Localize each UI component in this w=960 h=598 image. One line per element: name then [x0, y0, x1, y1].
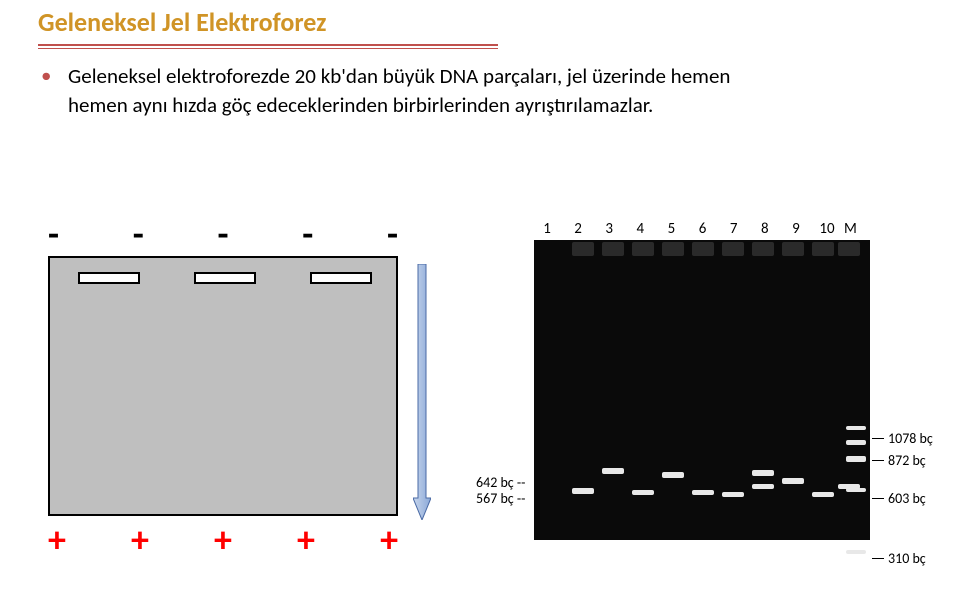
lane-well-smear — [692, 242, 714, 256]
marker-band — [846, 440, 866, 445]
lane-number: 2 — [567, 220, 589, 238]
plus-sign: + — [297, 522, 315, 558]
cathode-row: ----- — [48, 216, 398, 252]
dna-band — [572, 488, 594, 494]
lane-number: 6 — [692, 220, 714, 238]
gel-photo-region: 12345678910 M 642 bç --567 bç -- 1078 bç… — [498, 220, 938, 566]
lane-well-smear — [752, 242, 774, 256]
title-underline-bottom — [38, 48, 498, 49]
lane-well-smear — [812, 242, 834, 256]
lane-well-smear — [722, 242, 744, 256]
bullet-marker: • — [41, 62, 51, 88]
size-label-left: 567 bç -- — [476, 490, 525, 507]
lane-number: 5 — [660, 220, 682, 238]
lane-number: 7 — [723, 220, 745, 238]
gel-well — [310, 272, 372, 284]
dna-band — [722, 492, 744, 497]
size-tick — [872, 498, 884, 499]
minus-sign: - — [133, 216, 144, 252]
size-label-right: 872 bç — [888, 452, 926, 469]
plus-sign: + — [131, 522, 149, 558]
marker-band — [846, 456, 866, 462]
dna-band — [632, 490, 654, 495]
lane-number: 4 — [629, 220, 651, 238]
gel-photo — [534, 240, 870, 540]
plus-sign: + — [380, 522, 398, 558]
gel-well — [78, 272, 140, 284]
size-label-right: 310 bç — [888, 550, 926, 567]
dna-band — [782, 478, 804, 484]
body-paragraph: Geleneksel elektroforezde 20 kb'dan büyü… — [68, 62, 788, 121]
minus-sign: - — [387, 216, 398, 252]
marker-band — [846, 488, 866, 492]
page-title: Geleneksel Jel Elektroforez — [38, 6, 326, 38]
gel-schematic: - - - - - + + + + + — [48, 216, 446, 558]
migration-arrow — [413, 264, 431, 520]
dna-band — [692, 490, 714, 495]
dna-band — [602, 468, 624, 474]
plus-sign: + — [48, 522, 66, 558]
marker-band — [846, 550, 866, 554]
size-label-right: 603 bç — [888, 490, 926, 507]
anode-row: + + + + + — [48, 522, 398, 558]
title-underline-top — [38, 44, 498, 46]
lane-well-smear — [632, 242, 654, 256]
size-tick — [872, 438, 884, 439]
plus-sign: + — [214, 522, 232, 558]
minus-sign: - — [302, 216, 313, 252]
minus-sign: - — [48, 216, 59, 252]
marker-band — [846, 426, 866, 430]
lane-number: 10 — [816, 220, 838, 238]
size-label-left: 642 bç -- — [476, 474, 525, 491]
size-label-right: 1078 bç — [888, 430, 933, 447]
lane-well-smear — [662, 242, 684, 256]
lane-well-smear — [572, 242, 594, 256]
gel-well — [194, 272, 256, 284]
lane-number: 3 — [598, 220, 620, 238]
marker-lane-label: M — [844, 220, 857, 238]
dna-band — [662, 472, 684, 478]
gel-box — [48, 256, 398, 516]
dna-band — [752, 484, 774, 489]
dna-band — [752, 470, 774, 476]
lane-number: 8 — [754, 220, 776, 238]
lane-number: 1 — [536, 220, 558, 238]
dna-band — [812, 492, 834, 497]
size-tick — [872, 460, 884, 461]
lane-number: 9 — [785, 220, 807, 238]
lane-number-row: 123456789 10 — [536, 220, 838, 238]
lane-well-smear — [838, 242, 860, 256]
lane-well-smear — [602, 242, 624, 256]
minus-sign: - — [217, 216, 228, 252]
lane-well-smear — [782, 242, 804, 256]
size-tick — [872, 558, 884, 559]
